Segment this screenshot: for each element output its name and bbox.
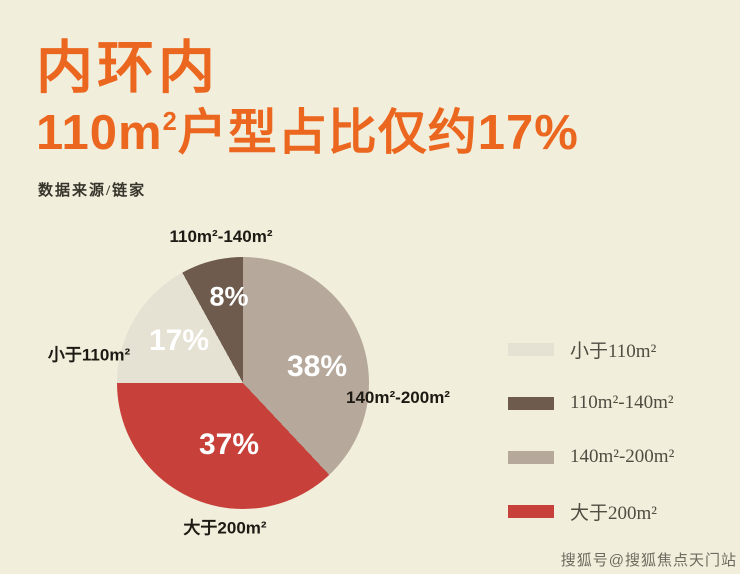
slice-label-under-110: 小于110m²	[47, 345, 131, 365]
data-source-note: 数据来源/链家	[38, 183, 147, 199]
page-title: 内环内	[36, 36, 219, 100]
legend-label-under-110: 小于110m²	[570, 340, 657, 362]
legend-item-140-200: 140m²-200m²	[508, 446, 674, 468]
legend-item-110-140: 110m²-140m²	[508, 392, 674, 414]
subtitle-suffix: 户型占比仅约17%	[177, 106, 579, 160]
slice-label-over-200: 大于200m²	[183, 518, 267, 538]
legend-swatch-140-200	[508, 450, 554, 464]
slice-label-140-200: 140m²-200m²	[346, 388, 450, 407]
legend-swatch-under-110	[508, 342, 554, 356]
legend-label-110-140: 110m²-140m²	[570, 392, 674, 413]
watermark-text: 搜狐号@搜狐焦点天门站	[560, 552, 737, 569]
legend-swatch-over-200	[508, 504, 554, 518]
pie-chart	[117, 257, 369, 509]
subtitle-superscript: 2	[162, 107, 178, 136]
subtitle-prefix: 110m	[36, 106, 163, 160]
legend-swatch-110-140	[508, 396, 554, 410]
legend-label-over-200: 大于200m²	[570, 502, 657, 524]
legend-label-140-200: 140m²-200m²	[570, 446, 675, 467]
pie-percent-label-8: 8%	[209, 281, 249, 312]
legend-item-over-200: 大于200m²	[508, 500, 674, 524]
chart-legend: 小于110m² 110m²-140m² 140m²-200m² 大于200m²	[508, 338, 674, 554]
slice-label-110-140: 110m²-140m²	[169, 227, 273, 246]
legend-item-under-110: 小于110m²	[508, 338, 674, 362]
pie-percent-label-17: 17%	[148, 324, 210, 357]
pie-percent-label-38: 38%	[286, 350, 348, 383]
pie-percent-label-37: 37%	[198, 428, 260, 461]
page-subtitle: 110m2户型占比仅约17%	[36, 93, 579, 164]
